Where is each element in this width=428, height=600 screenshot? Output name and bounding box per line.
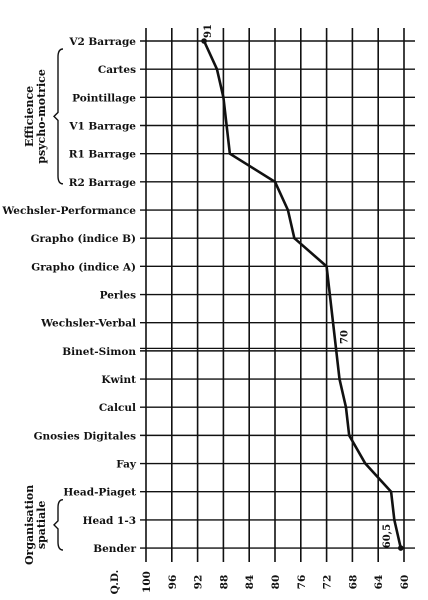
point-wechsler-performance <box>286 208 290 212</box>
x-tick-84: 84 <box>244 575 256 590</box>
category-label-r1-barrage: R1 Barrage <box>69 149 137 161</box>
category-label-perles: Perles <box>100 290 136 302</box>
point-v1-barrage <box>225 124 228 127</box>
group-label-1-0: Organisation <box>23 485 36 565</box>
point-head-1-3 <box>393 518 396 522</box>
x-tick-64: 64 <box>373 575 385 590</box>
point-grapho-indice-a <box>325 265 328 268</box>
point-fay <box>364 462 367 465</box>
x-tick-60: 60 <box>399 575 411 590</box>
point-kwint <box>338 377 341 381</box>
point-head-piaget <box>389 490 393 493</box>
x-axis-label: Q.D. <box>109 570 121 595</box>
x-tick-88: 88 <box>218 575 230 590</box>
group-bracket-0 <box>53 48 64 185</box>
category-label-bender: Bender <box>93 543 136 555</box>
point-wechsler-verbal <box>331 321 335 324</box>
category-label-cartes: Cartes <box>98 64 136 76</box>
x-tick-76: 76 <box>296 575 308 590</box>
category-label-kwint: Kwint <box>101 374 136 386</box>
point-cartes <box>215 67 219 71</box>
point-v2-barrage <box>201 38 207 44</box>
group-label-1-1: spatiale <box>35 501 48 550</box>
point-r2-barrage <box>273 180 277 184</box>
x-tick-68: 68 <box>347 575 359 590</box>
group-label-0-1: psycho-motrice <box>35 69 48 164</box>
point-binet-simon <box>335 349 338 353</box>
horizontal-gridlines <box>140 40 415 549</box>
category-label-pointillage: Pointillage <box>72 92 136 104</box>
category-label-r2-barrage: R2 Barrage <box>69 177 137 189</box>
point-perles <box>328 293 332 296</box>
group-brackets: Efficience psycho-motrice Organisation spat… <box>23 48 64 565</box>
category-label-gnosies-digitales: Gnosies Digitales <box>34 430 136 442</box>
group-bracket-1 <box>53 499 64 551</box>
x-tick-labels: 100 96 92 88 84 80 76 72 68 64 60 <box>141 571 411 593</box>
point-r1-barrage <box>228 152 232 155</box>
category-label-grapho-indice-b: Grapho (indice B) <box>31 233 136 245</box>
category-label-head-1-3: Head 1-3 <box>83 515 136 527</box>
category-label-grapho-indice-a: Grapho (indice A) <box>31 261 136 273</box>
category-labels: V2 Barrage Cartes Pointillage V1 Barrage R1 … <box>1 36 137 555</box>
category-label-binet-simon: Binet-Simon <box>62 346 136 358</box>
point-gnosies-digitales <box>347 434 351 437</box>
category-label-wechsler-performance: Wechsler-Performance <box>1 205 136 217</box>
point-grapho-indice-b <box>293 236 296 240</box>
series-line-group <box>201 38 404 551</box>
annotation-1: 70 <box>340 330 351 344</box>
x-tick-92: 92 <box>193 575 205 590</box>
category-label-wechsler-verbal: Wechsler-Verbal <box>40 318 136 330</box>
x-tick-100: 100 <box>141 571 153 593</box>
group-label-0-0: Efficience <box>23 86 36 147</box>
x-tick-80: 80 <box>270 575 282 590</box>
category-label-calcul: Calcul <box>99 402 136 414</box>
point-calcul <box>344 406 348 409</box>
category-label-v1-barrage: V1 Barrage <box>68 121 136 133</box>
annotation-0: 91 <box>203 24 214 38</box>
x-tick-96: 96 <box>167 575 179 590</box>
category-label-v2-barrage: V2 Barrage <box>68 36 136 48</box>
annotations: 91 70 60,5 <box>203 24 393 548</box>
point-bender <box>397 545 404 551</box>
point-pointillage <box>222 96 225 99</box>
x-tick-72: 72 <box>322 575 334 590</box>
category-label-head-piaget: Head-Piaget <box>63 487 136 499</box>
annotation-2: 60,5 <box>382 524 393 548</box>
category-label-fay: Fay <box>116 459 137 471</box>
